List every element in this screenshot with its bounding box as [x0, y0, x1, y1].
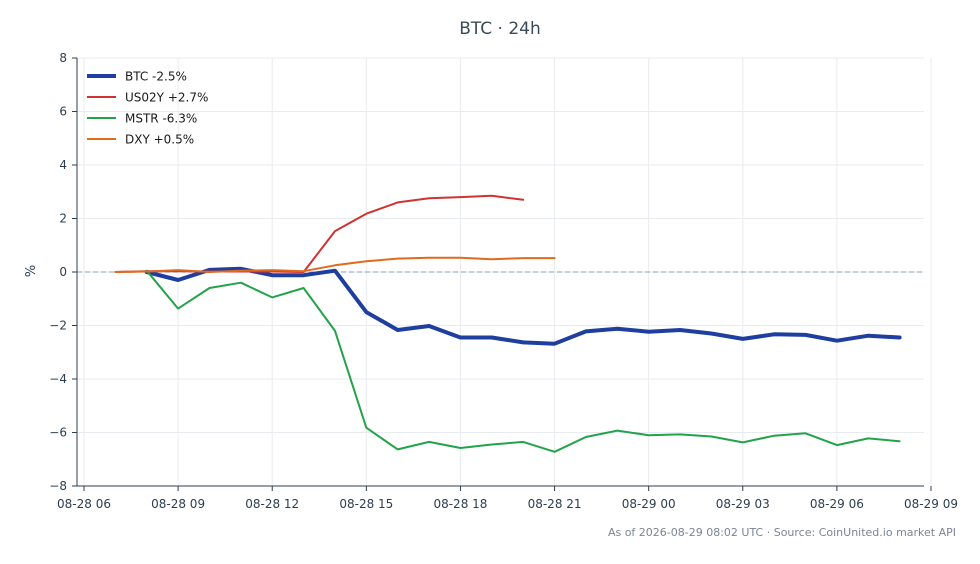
y-axis-label: % [24, 265, 39, 277]
x-tick-label: 08-29 03 [716, 497, 770, 511]
legend-label: DXY +0.5% [125, 133, 194, 147]
x-tick-label: 08-29 00 [622, 497, 676, 511]
x-tick-label: 08-28 09 [151, 497, 205, 511]
legend-label: US02Y +2.7% [125, 91, 208, 105]
legend-label: BTC -2.5% [125, 70, 187, 84]
chart-title: BTC · 24h [459, 19, 541, 39]
axes: −8 −6 −4 −2 0 2 4 6 8 08-28 06 08-28 09 08-28 12 08-… [49, 51, 958, 511]
y-tick-label: 0 [59, 265, 67, 279]
y-tick-label: −4 [49, 372, 67, 386]
y-tick-label: 2 [59, 212, 67, 226]
x-tick-label: 08-28 06 [57, 497, 111, 511]
source-note: As of 2026-08-29 08:02 UTC · Source: Coi… [607, 526, 956, 539]
x-tick-label: 08-28 18 [433, 497, 487, 511]
legend-label: MSTR -6.3% [125, 112, 197, 126]
grid [77, 57, 932, 487]
series-line [145, 269, 901, 453]
y-tick-label: 8 [59, 51, 67, 65]
x-tick-label: 08-29 09 [904, 497, 958, 511]
series-line [114, 256, 556, 273]
x-tick-label: 08-29 06 [810, 497, 864, 511]
series-line [114, 194, 525, 273]
y-tick-label: 6 [59, 105, 67, 119]
series-lines [114, 194, 902, 453]
series-line [144, 266, 902, 346]
x-tick-label: 08-28 21 [528, 497, 582, 511]
y-tick-label: 4 [59, 158, 67, 172]
x-tick-label: 08-28 15 [339, 497, 393, 511]
legend: BTC -2.5% US02Y +2.7% MSTR -6.3% DXY +0.5% [87, 70, 208, 147]
y-tick-label: −2 [49, 319, 67, 333]
y-tick-label: −8 [49, 479, 67, 493]
x-tick-label: 08-28 12 [245, 497, 299, 511]
y-tick-label: −6 [49, 426, 67, 440]
